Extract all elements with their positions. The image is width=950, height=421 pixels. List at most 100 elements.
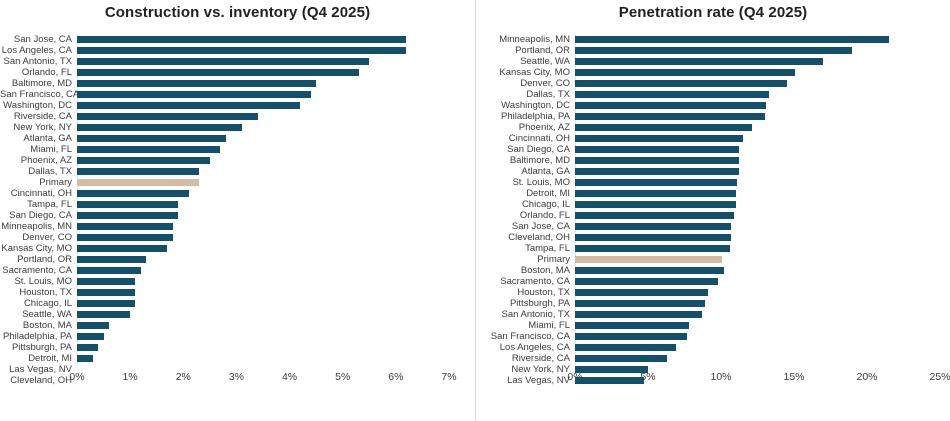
category-label: Cleveland, OH	[508, 232, 570, 243]
bar-area	[77, 135, 449, 142]
bar-area	[77, 366, 449, 373]
bar-area	[575, 179, 940, 186]
bar-row: Houston, TX	[476, 287, 950, 298]
category-label: Tampa, FL	[27, 199, 72, 210]
bar	[575, 245, 730, 252]
category-label: Chicago, IL	[23, 298, 72, 309]
bar	[575, 36, 889, 43]
category-label: Los Angeles, CA	[499, 342, 570, 353]
bar-row: Detroit, MI	[0, 353, 475, 364]
bar-row: Philadelphia, PA	[476, 111, 950, 122]
bar-area	[575, 245, 940, 252]
bar	[77, 157, 210, 164]
chart-title: Penetration rate (Q4 2025)	[618, 4, 808, 21]
bar-area	[77, 267, 449, 274]
bar-area	[77, 91, 449, 98]
bar	[77, 47, 407, 54]
bar-area	[575, 377, 940, 384]
bar-area	[575, 157, 940, 164]
category-label: San Diego, CA	[9, 210, 72, 221]
bar-area	[575, 234, 940, 241]
bar	[575, 267, 724, 274]
category-label: Las Vegas, NV	[9, 364, 72, 375]
bar	[77, 256, 147, 263]
bar-area	[77, 245, 449, 252]
category-label: Sacramento, CA	[2, 265, 72, 276]
bar-row: Portland, OR	[0, 254, 475, 265]
bar	[575, 146, 739, 153]
bar-row: St. Louis, MO	[0, 276, 475, 287]
bar-area	[77, 190, 449, 197]
category-label: Orlando, FL	[21, 67, 72, 78]
category-label: Riverside, CA	[511, 353, 570, 364]
bar	[575, 322, 689, 329]
bar	[575, 157, 739, 164]
category-label: New York, NY	[511, 364, 570, 375]
bar-area	[575, 190, 940, 197]
x-axis-tick-label: 25%	[929, 371, 950, 383]
bar-row: Riverside, CA	[476, 353, 950, 364]
bar	[575, 102, 767, 109]
bar-area	[77, 157, 449, 164]
category-label: Chicago, IL	[521, 199, 570, 210]
bar-area	[575, 212, 940, 219]
category-label: Kansas City, MO	[499, 67, 570, 78]
x-axis-tick-label: 6%	[388, 371, 404, 383]
category-label: Riverside, CA	[13, 111, 72, 122]
x-axis-tick-label: 5%	[335, 371, 351, 383]
category-label: Houston, TX	[517, 287, 570, 298]
bar-row: Philadelphia, PA	[0, 331, 475, 342]
bar-area	[575, 102, 940, 109]
bar-row: Denver, CO	[476, 78, 950, 89]
bar-area	[575, 135, 940, 142]
bar	[77, 355, 93, 362]
category-label: Pittsburgh, PA	[509, 298, 570, 309]
category-label: Sacramento, CA	[500, 276, 570, 287]
bar-area	[77, 102, 449, 109]
category-label: Portland, OR	[17, 254, 72, 265]
bar-area	[575, 355, 940, 362]
bar-area	[77, 113, 449, 120]
y-axis-line	[77, 34, 78, 365]
category-label: Detroit, MI	[526, 188, 570, 199]
primary-bar	[575, 256, 723, 263]
bar-area	[77, 377, 449, 384]
bar-area	[575, 333, 940, 340]
bar	[575, 80, 787, 87]
bar	[77, 80, 317, 87]
bar-area	[575, 168, 940, 175]
bar-area	[575, 300, 940, 307]
bar-row: Riverside, CA	[0, 111, 475, 122]
category-label: Portland, OR	[515, 45, 570, 56]
x-axis-tick-label: 5%	[640, 371, 656, 383]
bar	[575, 377, 644, 384]
bar-area	[77, 58, 449, 65]
bar-area	[575, 113, 940, 120]
bar-area	[575, 256, 940, 263]
bar-area	[575, 278, 940, 285]
bar-area	[77, 47, 449, 54]
bar	[77, 102, 301, 109]
category-label: San Antonio, TX	[501, 309, 571, 320]
bar	[575, 223, 732, 230]
category-label: San Francisco, CA	[0, 89, 80, 100]
bar	[575, 289, 708, 296]
category-label: Washington, DC	[501, 100, 570, 111]
bar	[575, 212, 735, 219]
bar-row: Baltimore, MD	[476, 155, 950, 166]
bar-area	[77, 322, 449, 329]
bar-area	[77, 278, 449, 285]
category-label: Phoenix, AZ	[20, 155, 72, 166]
bar-area	[575, 322, 940, 329]
bar	[77, 69, 359, 76]
bar-row: Detroit, MI	[476, 188, 950, 199]
construction-vs-inventory-chart: Construction vs. inventory (Q4 2025) San…	[0, 4, 475, 386]
bar	[575, 190, 736, 197]
bar	[77, 212, 178, 219]
bar	[575, 201, 736, 208]
category-label: Primary	[39, 177, 72, 188]
bar-row: Dallas, TX	[476, 89, 950, 100]
bar-row: Cleveland, OH	[0, 375, 475, 386]
bar	[575, 91, 770, 98]
bar-row: Seattle, WA	[476, 56, 950, 67]
